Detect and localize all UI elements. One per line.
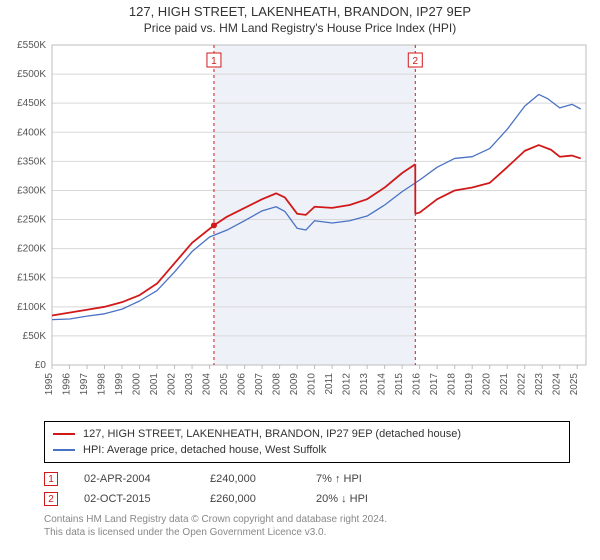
legend-label: HPI: Average price, detached house, West… bbox=[83, 444, 326, 456]
svg-text:2014: 2014 bbox=[377, 373, 388, 396]
sale-price: £240,000 bbox=[210, 473, 290, 485]
chart-title: 127, HIGH STREET, LAKENHEATH, BRANDON, I… bbox=[0, 4, 600, 19]
svg-text:1996: 1996 bbox=[62, 373, 73, 396]
license-text: Contains HM Land Registry data © Crown c… bbox=[44, 513, 570, 539]
svg-text:2023: 2023 bbox=[534, 373, 545, 396]
svg-text:1995: 1995 bbox=[44, 373, 55, 396]
sales-table: 1 02-APR-2004 £240,000 7% ↑ HPI 2 02-OCT-2015… bbox=[44, 469, 570, 509]
chart: £0 £50K £100K £150K £200K £250K £300K £350K £400… bbox=[0, 35, 600, 415]
svg-text:1999: 1999 bbox=[114, 373, 125, 396]
sale-row: 1 02-APR-2004 £240,000 7% ↑ HPI bbox=[44, 469, 570, 489]
svg-text:£0: £0 bbox=[35, 360, 47, 371]
sale-marker: 1 bbox=[44, 472, 58, 486]
legend-swatch bbox=[53, 433, 75, 435]
svg-text:1998: 1998 bbox=[97, 373, 108, 396]
svg-text:2018: 2018 bbox=[447, 373, 458, 396]
svg-text:2010: 2010 bbox=[307, 373, 318, 396]
chart-subtitle: Price paid vs. HM Land Registry's House … bbox=[0, 21, 600, 35]
svg-text:2015: 2015 bbox=[394, 373, 405, 396]
title-block: 127, HIGH STREET, LAKENHEATH, BRANDON, I… bbox=[0, 0, 600, 35]
legend: 127, HIGH STREET, LAKENHEATH, BRANDON, I… bbox=[44, 421, 570, 463]
sale-date: 02-OCT-2015 bbox=[84, 493, 184, 505]
svg-text:2005: 2005 bbox=[219, 373, 230, 396]
license-line: This data is licensed under the Open Gov… bbox=[44, 526, 570, 539]
svg-text:2021: 2021 bbox=[499, 373, 510, 396]
sale-marker: 2 bbox=[44, 492, 58, 506]
legend-label: 127, HIGH STREET, LAKENHEATH, BRANDON, I… bbox=[83, 428, 461, 440]
svg-text:2002: 2002 bbox=[167, 373, 178, 396]
svg-text:2022: 2022 bbox=[517, 373, 528, 396]
sale-delta: 20% ↓ HPI bbox=[316, 493, 406, 505]
svg-text:2024: 2024 bbox=[552, 373, 563, 396]
sale-delta: 7% ↑ HPI bbox=[316, 473, 406, 485]
svg-text:£400K: £400K bbox=[17, 127, 46, 138]
page: 127, HIGH STREET, LAKENHEATH, BRANDON, I… bbox=[0, 0, 600, 539]
sale-row: 2 02-OCT-2015 £260,000 20% ↓ HPI bbox=[44, 489, 570, 509]
svg-text:£300K: £300K bbox=[17, 185, 46, 196]
svg-text:2001: 2001 bbox=[149, 373, 160, 396]
svg-text:£50K: £50K bbox=[23, 331, 47, 342]
svg-text:2011: 2011 bbox=[324, 373, 335, 395]
legend-item: HPI: Average price, detached house, West… bbox=[53, 442, 561, 458]
svg-text:1: 1 bbox=[211, 56, 217, 67]
svg-text:£500K: £500K bbox=[17, 69, 46, 80]
svg-text:£550K: £550K bbox=[17, 40, 46, 51]
svg-text:2019: 2019 bbox=[464, 373, 475, 396]
svg-text:2007: 2007 bbox=[254, 373, 265, 396]
svg-text:2020: 2020 bbox=[482, 373, 493, 396]
svg-text:2: 2 bbox=[413, 56, 419, 67]
svg-text:2017: 2017 bbox=[429, 373, 440, 396]
svg-text:2009: 2009 bbox=[289, 373, 300, 396]
svg-text:£350K: £350K bbox=[17, 156, 46, 167]
svg-text:2016: 2016 bbox=[412, 373, 423, 396]
svg-text:2000: 2000 bbox=[132, 373, 143, 396]
svg-text:2008: 2008 bbox=[272, 373, 283, 396]
sale-date: 02-APR-2004 bbox=[84, 473, 184, 485]
svg-text:£250K: £250K bbox=[17, 215, 46, 226]
svg-text:£100K: £100K bbox=[17, 302, 46, 313]
svg-text:2003: 2003 bbox=[184, 373, 195, 396]
sale-price: £260,000 bbox=[210, 493, 290, 505]
svg-text:2013: 2013 bbox=[359, 373, 370, 396]
license-line: Contains HM Land Registry data © Crown c… bbox=[44, 513, 570, 526]
svg-text:2012: 2012 bbox=[342, 373, 353, 396]
svg-text:2025: 2025 bbox=[569, 373, 580, 396]
chart-svg: £0 £50K £100K £150K £200K £250K £300K £350K £400… bbox=[0, 35, 600, 415]
svg-text:2006: 2006 bbox=[237, 373, 248, 396]
legend-item: 127, HIGH STREET, LAKENHEATH, BRANDON, I… bbox=[53, 426, 561, 442]
legend-swatch bbox=[53, 449, 75, 451]
svg-text:2004: 2004 bbox=[202, 373, 213, 396]
svg-text:£450K: £450K bbox=[17, 98, 46, 109]
svg-text:£200K: £200K bbox=[17, 244, 46, 255]
svg-text:1997: 1997 bbox=[79, 373, 90, 396]
svg-text:£150K: £150K bbox=[17, 273, 46, 284]
